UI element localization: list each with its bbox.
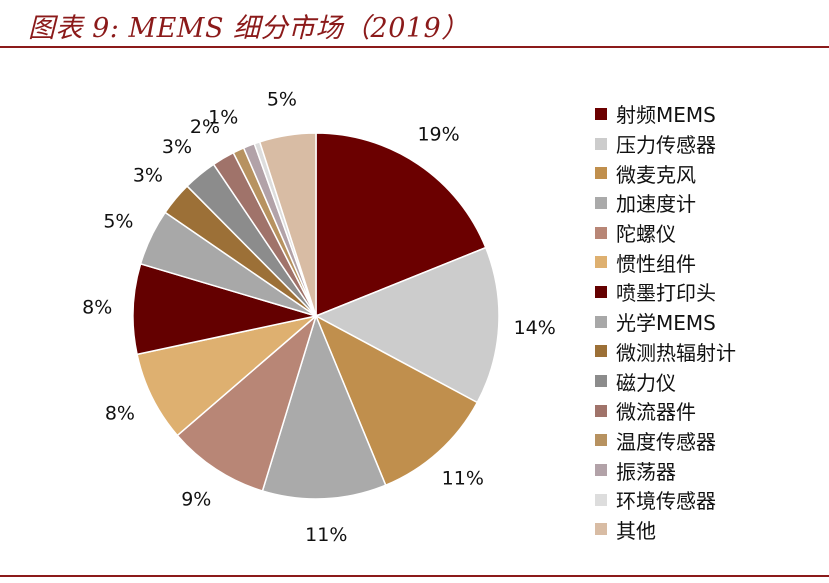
legend-label: 环境传感器	[616, 489, 716, 514]
legend-label: 其他	[616, 518, 656, 543]
legend-label: 微测热辐射计	[616, 340, 736, 365]
slice-data-label: 3%	[133, 165, 163, 187]
legend-item: 微流器件	[595, 396, 827, 426]
legend-item: 压力传感器	[595, 129, 827, 159]
legend-swatch	[595, 137, 607, 150]
slice-data-label: 11%	[305, 524, 347, 546]
legend-label: 压力传感器	[616, 133, 716, 158]
slice-data-label: 5%	[103, 211, 133, 233]
slice-data-label: 3%	[162, 136, 192, 158]
slice-data-label: 19%	[417, 124, 459, 146]
legend-label: 磁力仪	[616, 370, 676, 395]
pie-slice	[132, 262, 317, 356]
pie-slice	[261, 313, 387, 500]
legend-swatch	[595, 196, 607, 209]
slice-data-label: 2%	[190, 116, 220, 138]
legend-item: 喷墨打印头	[595, 277, 827, 307]
legend-item: 微测热辐射计	[595, 337, 827, 367]
slice-data-label: 1%	[208, 107, 238, 129]
legend-label: 光学MEMS	[616, 311, 716, 336]
legend-item: 陀螺仪	[595, 218, 827, 248]
pie-slice	[314, 246, 500, 404]
legend-label: 温度传感器	[616, 429, 716, 454]
pie-slice	[136, 315, 317, 437]
pie-slice	[258, 132, 317, 317]
legend-label: 加速度计	[616, 192, 696, 217]
legend-label: 振荡器	[616, 459, 676, 484]
legend-swatch	[595, 345, 607, 358]
slice-data-label: 11%	[442, 468, 484, 490]
legend-swatch	[595, 167, 607, 180]
legend-item: 其他	[595, 515, 827, 545]
legend-label: 喷墨打印头	[616, 281, 716, 306]
legend-item: 温度传感器	[595, 426, 827, 456]
legend-swatch	[595, 107, 607, 120]
pie-slice	[176, 313, 318, 492]
legend-swatch	[595, 256, 607, 269]
title-divider	[0, 46, 829, 48]
legend-swatch	[595, 523, 607, 536]
slice-data-label: 14%	[514, 317, 556, 339]
bottom-divider	[0, 575, 829, 577]
legend-item: 环境传感器	[595, 485, 827, 515]
legend-item: 加速度计	[595, 188, 827, 218]
pie-slice	[315, 132, 487, 318]
legend-item: 振荡器	[595, 455, 827, 485]
legend-swatch	[595, 404, 607, 417]
legend-label: 微麦克风	[616, 162, 696, 187]
pie-slice	[314, 314, 479, 487]
legend-swatch	[595, 434, 607, 447]
legend-swatch	[595, 493, 607, 506]
legend-swatch	[595, 285, 607, 298]
slice-data-label: 9%	[181, 488, 211, 510]
chart-legend: 射频MEMS 压力传感器微麦克风加速度计陀螺仪惯性组件喷墨打印头光学MEMS 微测热…	[595, 99, 827, 544]
legend-item: 磁力仪	[595, 366, 827, 396]
legend-item: 微麦克风	[595, 158, 827, 188]
legend-item: 射频MEMS	[595, 99, 827, 129]
chart-title: 图表 9: MEMS 细分市场（2019）	[28, 13, 469, 44]
slice-data-label: 5%	[267, 89, 297, 111]
slice-data-label: 8%	[82, 296, 112, 318]
legend-swatch	[595, 375, 607, 388]
slice-data-label: 8%	[105, 402, 135, 424]
legend-item: 惯性组件	[595, 247, 827, 277]
legend-label: 惯性组件	[616, 251, 696, 276]
legend-item: 光学MEMS	[595, 307, 827, 337]
legend-swatch	[595, 226, 607, 239]
legend-swatch	[595, 464, 607, 477]
legend-label: 微流器件	[616, 400, 696, 425]
legend-label: 陀螺仪	[616, 222, 676, 247]
legend-swatch	[595, 315, 607, 328]
legend-label: 射频MEMS	[616, 103, 716, 128]
